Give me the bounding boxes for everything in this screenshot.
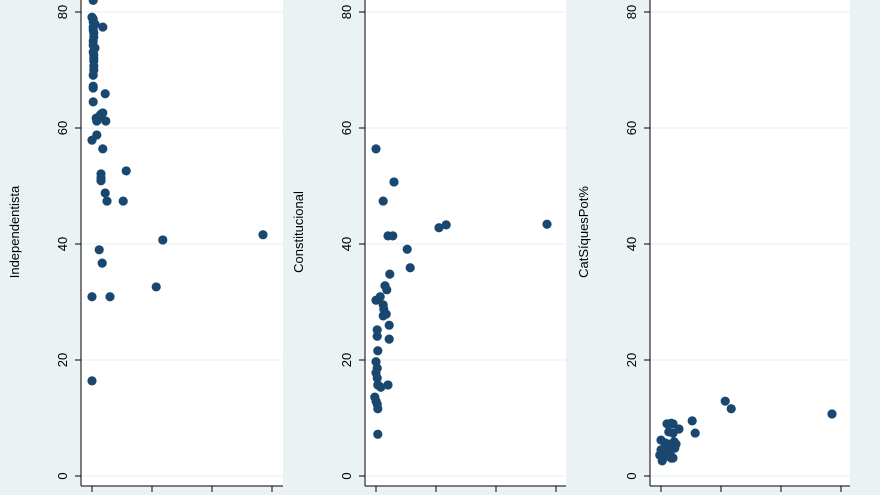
y-tick-label: 60 — [339, 121, 354, 135]
data-point — [88, 97, 98, 107]
data-point — [402, 244, 412, 254]
data-point — [87, 376, 97, 386]
data-point — [97, 258, 107, 268]
data-point — [378, 311, 388, 321]
data-point — [87, 292, 97, 302]
data-point — [670, 443, 680, 453]
y-tick-label: 0 — [339, 472, 354, 479]
y-axis-title: Constitucional — [291, 191, 306, 273]
data-point — [88, 70, 98, 80]
data-point — [827, 409, 837, 419]
y-tick-label: 20 — [624, 353, 639, 367]
data-point — [384, 320, 394, 330]
data-point — [666, 453, 676, 463]
data-point — [100, 89, 110, 99]
y-tick-label: 80 — [339, 5, 354, 19]
panel-1: 0 20 40 60 80 Independentista — [7, 0, 283, 492]
data-point — [94, 245, 104, 255]
data-point — [434, 223, 444, 233]
data-point — [385, 269, 395, 279]
y-tick-label: 80 — [55, 5, 70, 19]
plot-area — [81, 0, 283, 486]
data-point — [151, 282, 161, 292]
y-tick-label: 60 — [624, 121, 639, 135]
y-tick-label: 20 — [339, 353, 354, 367]
data-point — [373, 404, 383, 414]
y-tick-label: 60 — [55, 121, 70, 135]
y-tick-label: 80 — [624, 5, 639, 19]
panel-2: 0 20 40 60 80 Constitucional — [291, 0, 566, 492]
data-point — [376, 382, 386, 392]
y-tick-label: 40 — [624, 237, 639, 251]
data-point — [158, 235, 168, 245]
y-axis-title: Independentista — [7, 185, 22, 278]
data-point — [389, 177, 399, 187]
data-point — [372, 325, 382, 335]
y-axis-title: CatSíquesPot% — [576, 186, 591, 278]
data-point — [88, 0, 98, 5]
data-point — [542, 219, 552, 229]
data-point — [98, 22, 108, 32]
data-point — [258, 230, 268, 240]
data-point — [87, 135, 97, 145]
y-tick-label: 20 — [55, 353, 70, 367]
data-point — [726, 404, 736, 414]
data-point — [657, 456, 667, 466]
plot-area — [365, 0, 566, 486]
plot-area — [650, 0, 850, 486]
data-point — [720, 396, 730, 406]
data-point — [100, 188, 110, 198]
data-point — [373, 429, 383, 439]
data-point — [371, 144, 381, 154]
data-point — [687, 416, 697, 426]
data-point — [441, 220, 451, 230]
data-point — [383, 380, 393, 390]
data-point — [88, 83, 98, 93]
y-tick-label: 40 — [339, 237, 354, 251]
data-point — [372, 373, 382, 383]
data-point — [405, 263, 415, 273]
y-tick-label: 0 — [55, 472, 70, 479]
y-tick-label: 0 — [624, 472, 639, 479]
data-point — [388, 231, 398, 241]
data-point — [121, 166, 131, 176]
y-tick-label: 40 — [55, 237, 70, 251]
data-point — [96, 176, 106, 186]
data-point — [92, 116, 102, 126]
data-point — [118, 196, 128, 206]
data-point — [668, 428, 678, 438]
data-point — [373, 346, 383, 356]
data-point — [382, 285, 392, 295]
panel-3: 0 20 40 60 80 CatSíquesPot% — [576, 0, 850, 492]
data-point — [384, 334, 394, 344]
data-point — [101, 116, 111, 126]
data-point — [105, 292, 115, 302]
data-point — [668, 419, 678, 429]
data-point — [98, 144, 108, 154]
data-point — [690, 428, 700, 438]
data-point — [102, 196, 112, 206]
data-point — [372, 331, 382, 341]
data-point — [378, 196, 388, 206]
data-point — [371, 295, 381, 305]
